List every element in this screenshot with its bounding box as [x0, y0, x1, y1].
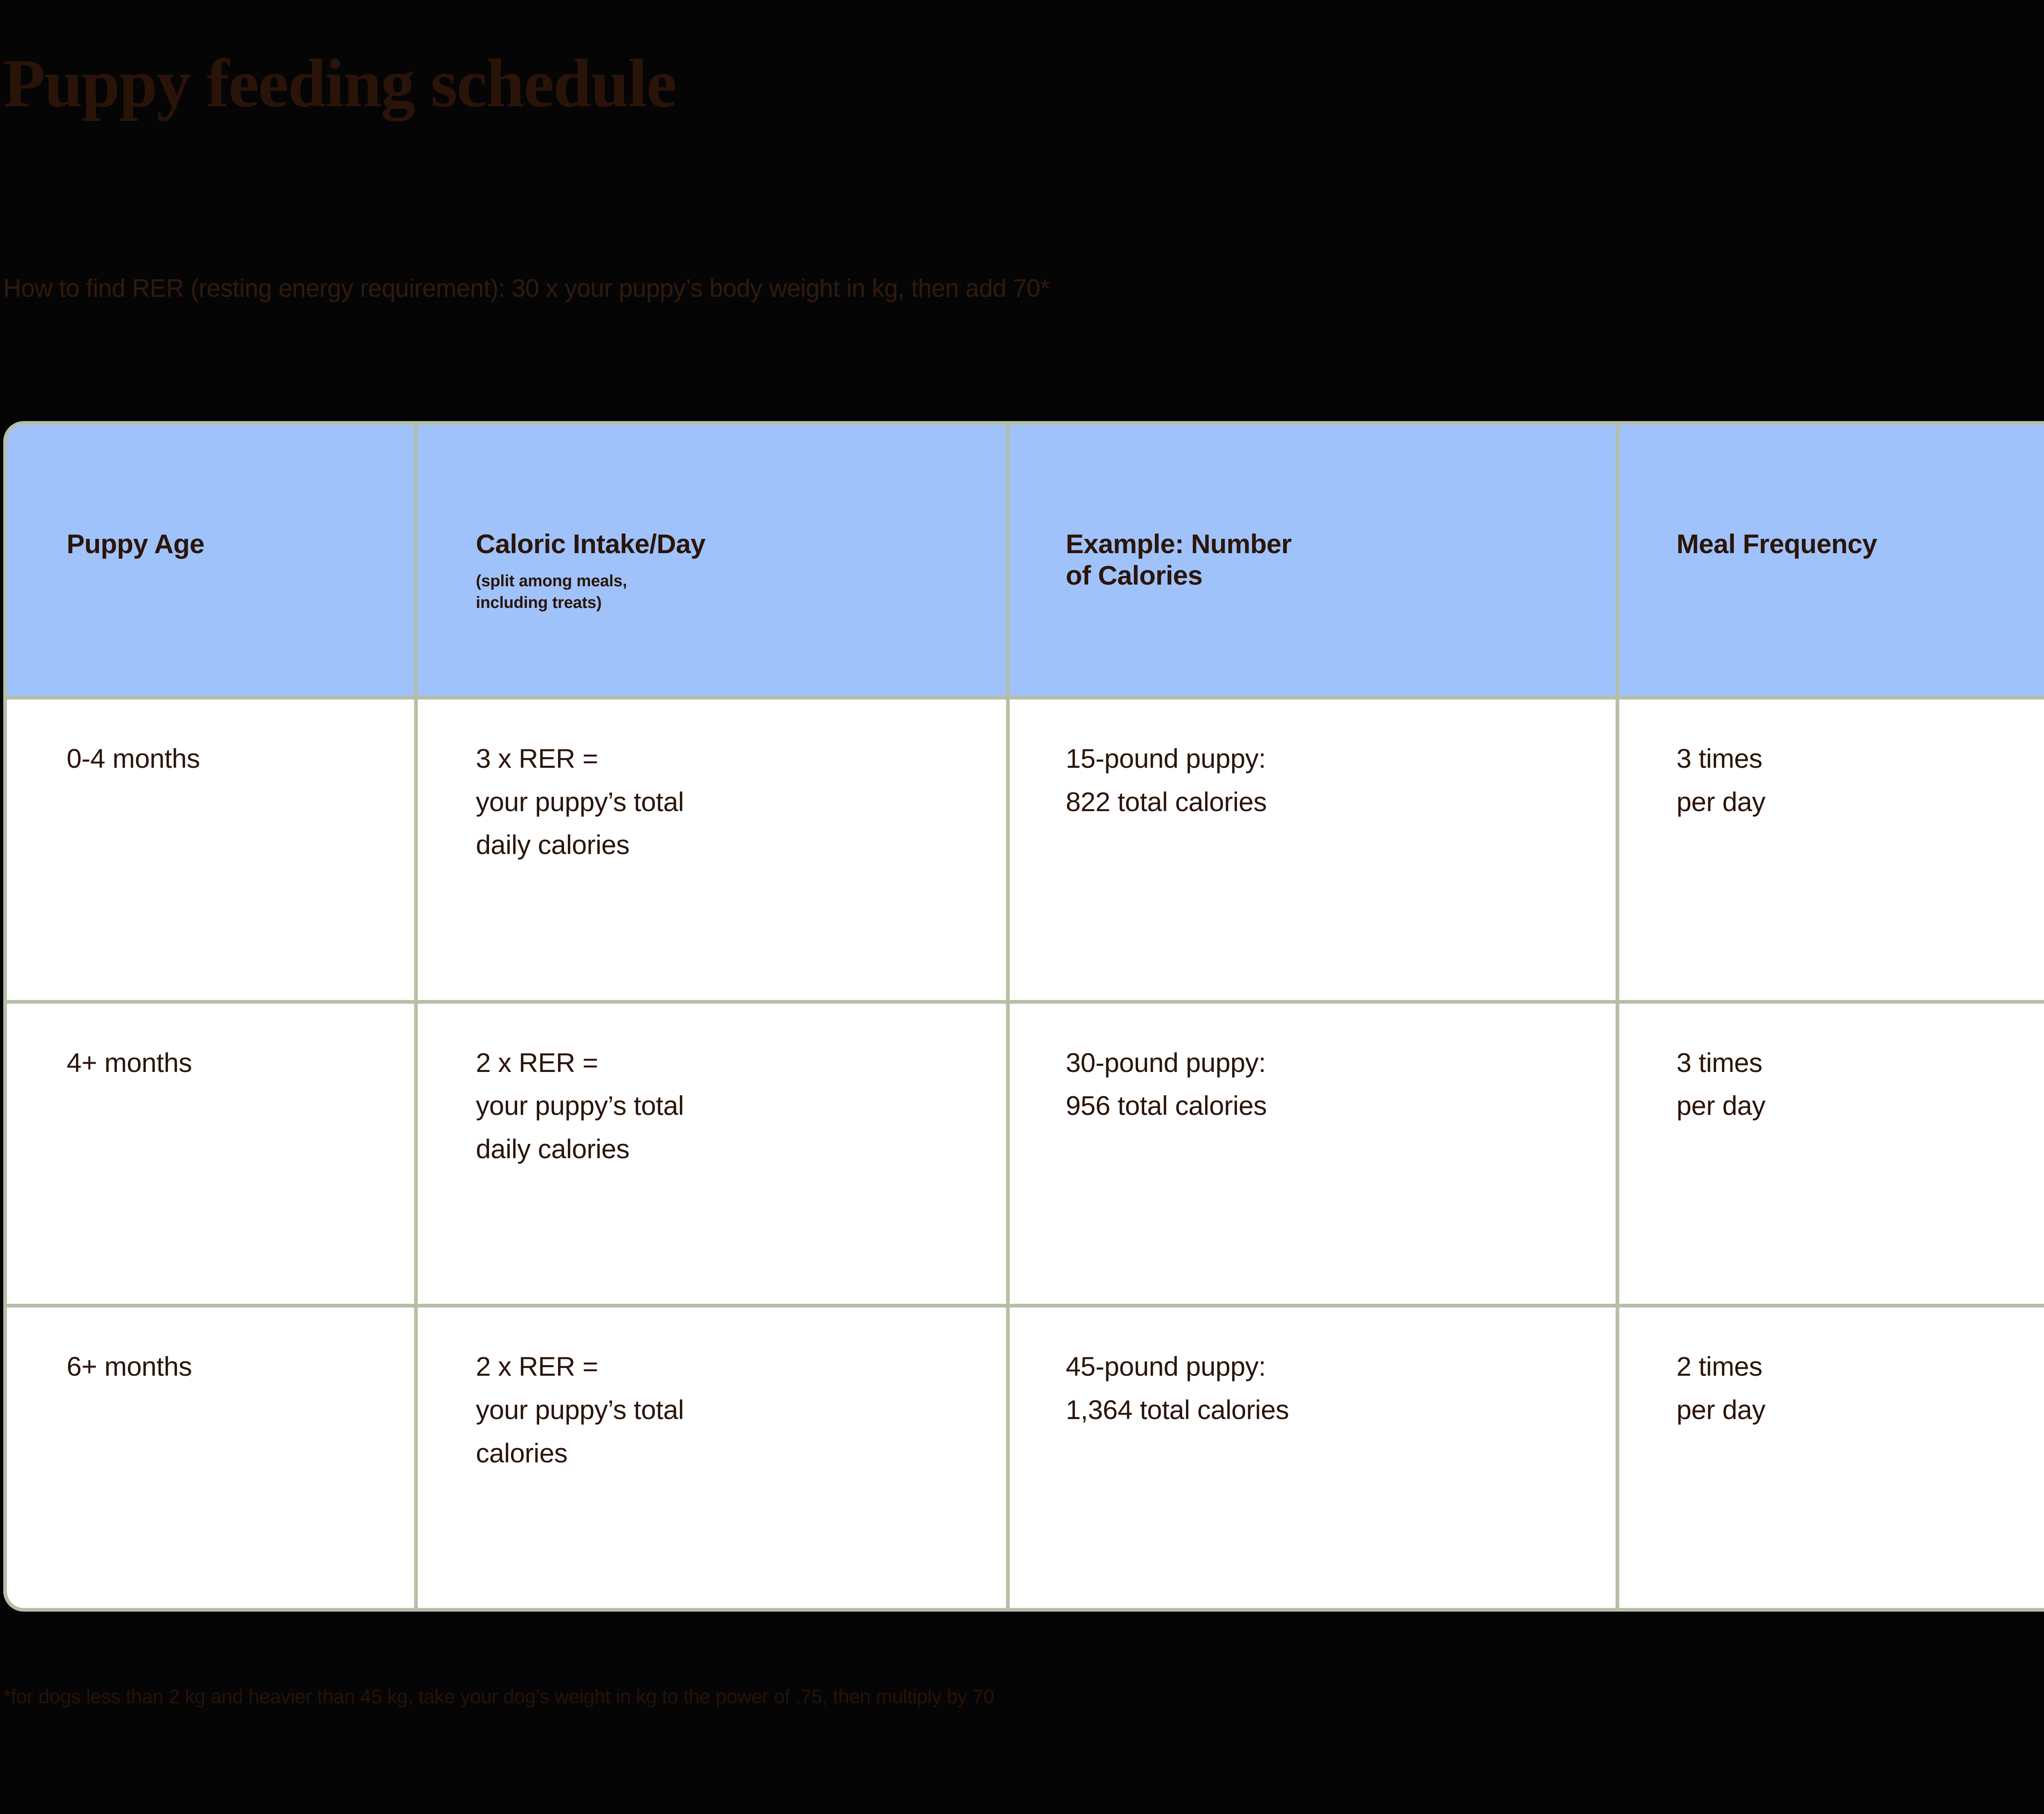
column-header-label: Caloric Intake/Day	[476, 529, 706, 559]
cell-text-line: 6+ months	[67, 1351, 192, 1382]
cell-caloric-intake: 2 x RER = your puppy’s total calories	[418, 1307, 1010, 1608]
cell-text: 4+ months	[67, 1041, 414, 1085]
cell-text: 3 x RER = your puppy’s total daily calorie…	[476, 737, 1006, 867]
cell-text-line: daily calories	[476, 1133, 630, 1164]
table-header-row: Puppy Age Caloric Intake/Day (split amon…	[7, 425, 2044, 700]
cell-text: 15-pound puppy: 822 total calories	[1066, 737, 1616, 823]
cell-text-line: 822 total calories	[1066, 786, 1267, 817]
page-subtitle: How to find RER (resting energy requirem…	[3, 274, 1050, 303]
cell-puppy-age: 0-4 months	[7, 700, 418, 1000]
column-header-label: Example: Number of Calories	[1066, 528, 1616, 591]
cell-text-line: 0-4 months	[67, 743, 200, 774]
cell-text-line: 3 x RER =	[476, 743, 598, 774]
cell-example-calories: 45-pound puppy: 1,364 total calories	[1010, 1307, 1619, 1608]
footnote: *for dogs less than 2 kg and heavier tha…	[3, 1686, 994, 1708]
cell-text-line: calories	[476, 1437, 568, 1468]
puppy-feeding-schedule-table: Puppy Age Caloric Intake/Day (split amon…	[3, 421, 2044, 1612]
cell-text: 2 x RER = your puppy’s total calories	[476, 1345, 1006, 1475]
cell-text-line: 45-pound puppy:	[1066, 1351, 1266, 1382]
cell-example-calories: 15-pound puppy: 822 total calories	[1010, 700, 1619, 1000]
table-row: 6+ months 2 x RER = your puppy’s total cal…	[7, 1307, 2044, 1608]
column-header-note-line: including treats)	[476, 594, 602, 612]
cell-text-line: your puppy’s total	[476, 1090, 684, 1121]
cell-text: 6+ months	[67, 1345, 414, 1388]
cell-text-line: 30-pound puppy:	[1066, 1047, 1266, 1078]
cell-text-line: 4+ months	[67, 1047, 192, 1078]
column-header-label: Puppy Age	[67, 529, 204, 559]
column-header-example-calories: Example: Number of Calories	[1010, 425, 1619, 696]
cell-text-line: 3 times	[1676, 1047, 1762, 1078]
column-header-meal-frequency: Meal Frequency	[1619, 425, 2044, 696]
cell-text-line: per day	[1676, 1394, 1766, 1425]
cell-text: 45-pound puppy: 1,364 total calories	[1066, 1345, 1616, 1431]
cell-text-line: 1,364 total calories	[1066, 1394, 1289, 1425]
cell-puppy-age: 4+ months	[7, 1003, 418, 1304]
cell-text: 2 times per day	[1676, 1345, 2044, 1431]
page-title: Puppy feeding schedule	[3, 45, 677, 121]
column-header-label-line: of Calories	[1066, 560, 1203, 591]
cell-text: 30-pound puppy: 956 total calories	[1066, 1041, 1616, 1128]
cell-example-calories: 30-pound puppy: 956 total calories	[1010, 1003, 1619, 1304]
cell-meal-frequency: 2 times per day	[1619, 1307, 2044, 1608]
cell-meal-frequency: 3 times per day	[1619, 1004, 2044, 1304]
cell-caloric-intake: 3 x RER = your puppy’s total daily calorie…	[418, 700, 1010, 1000]
column-header-label-line: Example: Number	[1066, 529, 1292, 559]
cell-text-line: 2 x RER =	[476, 1351, 598, 1382]
cell-text-line: 2 x RER =	[476, 1047, 598, 1078]
cell-text: 3 times per day	[1676, 1041, 2044, 1128]
column-header-note-line: (split among meals,	[476, 572, 627, 590]
cell-text-line: your puppy’s total	[476, 1394, 684, 1425]
cell-puppy-age: 6+ months	[7, 1307, 418, 1608]
column-header-note: (split among meals, including treats)	[476, 570, 1006, 614]
cell-text-line: 15-pound puppy:	[1066, 743, 1266, 774]
cell-text-line: 956 total calories	[1066, 1090, 1267, 1121]
cell-text-line: 3 times	[1676, 743, 1762, 774]
cell-text-line: daily calories	[476, 830, 630, 860]
table-row: 4+ months 2 x RER = your puppy’s total dai…	[7, 1003, 2044, 1308]
cell-text: 2 x RER = your puppy’s total daily calorie…	[476, 1041, 1006, 1171]
column-header-label: Meal Frequency	[1676, 529, 1877, 559]
table-row: 0-4 months 3 x RER = your puppy’s total da…	[7, 700, 2044, 1004]
cell-meal-frequency: 3 times per day	[1619, 700, 2044, 1000]
cell-caloric-intake: 2 x RER = your puppy’s total daily calorie…	[418, 1003, 1010, 1304]
cell-text-line: per day	[1676, 786, 1766, 817]
column-header-puppy-age: Puppy Age	[7, 425, 418, 696]
column-header-caloric-intake: Caloric Intake/Day (split among meals, i…	[418, 425, 1010, 696]
cell-text: 3 times per day	[1676, 737, 2044, 823]
cell-text: 0-4 months	[67, 737, 414, 780]
cell-text-line: per day	[1676, 1090, 1766, 1121]
cell-text-line: your puppy’s total	[476, 786, 684, 817]
cell-text-line: 2 times	[1676, 1351, 1762, 1382]
